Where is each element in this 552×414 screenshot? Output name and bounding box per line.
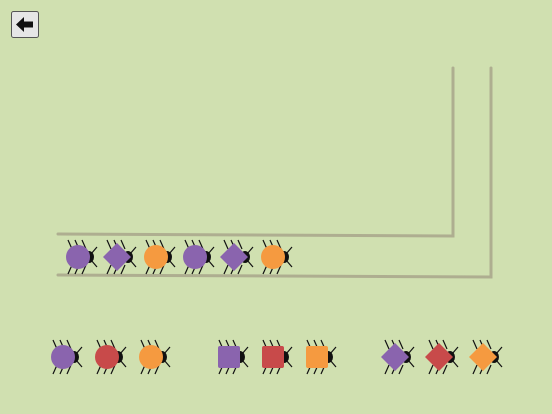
bug-leg[interactable] <box>154 364 160 375</box>
track-bug <box>220 239 254 275</box>
bug-leg[interactable] <box>486 339 492 350</box>
bug-leg <box>81 264 87 275</box>
track-bug <box>66 239 98 275</box>
bugs <box>51 239 503 375</box>
choice-bug[interactable] <box>425 339 459 375</box>
bug-leg <box>120 264 126 275</box>
bug-leg[interactable] <box>486 364 492 375</box>
bug-body <box>103 243 131 271</box>
bug-leg[interactable] <box>110 364 116 375</box>
bug-leg <box>159 264 165 275</box>
bug-leg[interactable] <box>154 339 160 350</box>
bug-leg <box>81 239 87 250</box>
track-inner-wall <box>56 66 455 238</box>
choice-bug[interactable] <box>218 339 249 375</box>
back-arrow[interactable] <box>16 17 33 32</box>
bug-leg <box>237 264 243 275</box>
bug-leg[interactable] <box>472 364 478 375</box>
bug-leg <box>223 264 229 275</box>
choice-bug[interactable] <box>469 339 503 375</box>
bug-leg <box>237 239 243 250</box>
track-outer-wall <box>56 66 493 279</box>
bug-leg[interactable] <box>384 364 390 375</box>
choice-bug[interactable] <box>139 339 171 375</box>
bug-leg[interactable] <box>428 364 434 375</box>
bug-leg <box>159 239 165 250</box>
track <box>56 66 493 279</box>
bug-leg <box>198 264 204 275</box>
back-button[interactable] <box>11 11 39 38</box>
bug-body[interactable] <box>469 343 497 371</box>
bug-body <box>183 245 207 269</box>
bug-body <box>261 245 285 269</box>
bug-leg <box>120 239 126 250</box>
track-bug <box>261 239 293 275</box>
bug-leg[interactable] <box>66 339 72 350</box>
bug-body[interactable] <box>262 346 284 368</box>
bug-body <box>66 245 90 269</box>
choice-bug[interactable] <box>262 339 293 375</box>
choice-bug[interactable] <box>95 339 127 375</box>
bug-body[interactable] <box>139 345 163 369</box>
bug-body <box>144 245 168 269</box>
track-bug <box>144 239 176 275</box>
bug-leg[interactable] <box>110 339 116 350</box>
bug-leg[interactable] <box>442 339 448 350</box>
bug-body[interactable] <box>425 343 453 371</box>
bug-leg <box>276 239 282 250</box>
bug-leg <box>198 239 204 250</box>
track-bug <box>103 239 137 275</box>
bug-leg <box>106 264 112 275</box>
bug-leg <box>223 239 229 250</box>
bug-leg <box>106 239 112 250</box>
bug-body[interactable] <box>381 343 409 371</box>
bug-body <box>220 243 248 271</box>
bug-leg[interactable] <box>66 364 72 375</box>
bug-leg[interactable] <box>398 339 404 350</box>
bug-body[interactable] <box>51 345 75 369</box>
choice-bug[interactable] <box>381 339 415 375</box>
bug-leg[interactable] <box>442 364 448 375</box>
bug-leg <box>276 264 282 275</box>
bug-leg[interactable] <box>398 364 404 375</box>
bug-body[interactable] <box>306 346 328 368</box>
track-bug <box>183 239 215 275</box>
bug-leg[interactable] <box>384 339 390 350</box>
choice-bug[interactable] <box>51 339 83 375</box>
choice-bug[interactable] <box>306 339 337 375</box>
bug-leg[interactable] <box>472 339 478 350</box>
bug-leg[interactable] <box>428 339 434 350</box>
bug-body[interactable] <box>95 345 119 369</box>
bug-body[interactable] <box>218 346 240 368</box>
